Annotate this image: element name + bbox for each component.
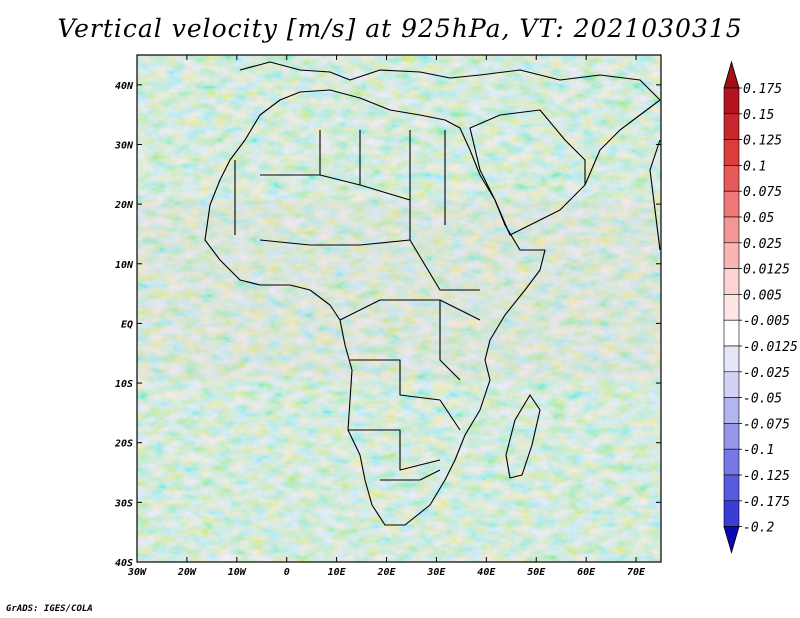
x-tick-label: 20E: [376, 567, 396, 578]
y-tick-label: 40S: [115, 558, 133, 569]
y-tick-label: EQ: [121, 319, 133, 330]
colorbar-label: -0.2: [743, 521, 774, 536]
y-tick-label: 30S: [114, 498, 133, 509]
y-tick-label: 20S: [114, 439, 133, 450]
colorbar-label: 0.075: [743, 185, 782, 200]
colorbar-segment: [723, 190, 740, 218]
colorbar-label: -0.125: [743, 469, 790, 484]
africa-coastline: [204, 89, 546, 526]
x-tick-label: 30E: [426, 567, 446, 578]
colorbar-label: 0.05: [743, 211, 774, 226]
coastlines-and-borders: [204, 61, 661, 526]
colorbar-segment: [723, 294, 740, 321]
colorbar-label: 0.15: [743, 108, 774, 123]
colorbar-segment: [723, 500, 740, 527]
colorbar: 0.175 0.15 0.125 0.1 0.075 0.05 0.025 0.0125 0.0…: [723, 60, 798, 555]
x-tick-label: 20W: [177, 567, 197, 578]
longitude-axis: 30W 20W 10W 0 10E 20E 30E 40E 50E 60E 70E: [127, 55, 646, 578]
colorbar-segment: [723, 113, 740, 140]
grads-credit: GrADS: IGES/COLA: [6, 604, 93, 614]
colorbar-segment: [723, 345, 740, 373]
colorbar-segment: [723, 397, 740, 424]
colorbar-segment: [723, 423, 740, 450]
x-tick-label: 50E: [527, 567, 546, 578]
colorbar-label: -0.1: [743, 443, 774, 458]
colorbar-segment: [723, 165, 740, 192]
x-tick-label: 10W: [228, 567, 247, 578]
colorbar-label: 0.0125: [743, 263, 790, 278]
y-tick-label: 20N: [114, 200, 134, 211]
colorbar-label: 0.1: [743, 159, 766, 174]
colorbar-segment: [723, 319, 740, 347]
x-tick-label: 10E: [328, 567, 347, 578]
colorbar-segment: [723, 268, 740, 295]
y-tick-label: 10N: [115, 260, 134, 271]
colorbar-label: -0.025: [743, 366, 790, 381]
y-tick-label: 40N: [115, 81, 134, 92]
x-tick-label: 30W: [127, 567, 147, 578]
colorbar-label: 0.125: [743, 134, 782, 149]
europe-coastline: [239, 61, 661, 101]
colorbar-segment: [723, 448, 740, 476]
x-tick-label: 0: [284, 567, 290, 578]
colorbar-segment: [723, 371, 740, 398]
colorbar-label: -0.005: [743, 314, 790, 329]
x-tick-label: 70E: [627, 567, 646, 578]
map-frame: [136, 54, 662, 563]
colorbar-label: 0.005: [743, 288, 782, 303]
colorbar-label: 0.025: [743, 237, 782, 252]
x-tick-label: 40E: [477, 567, 496, 578]
colorbar-segment: [723, 474, 740, 502]
latitude-axis: 40N 30N 20N 10N EQ 10S 20S 30S 40S: [114, 81, 661, 569]
colorbar-top-arrow: [723, 60, 740, 89]
colorbar-segment: [723, 242, 740, 269]
colorbar-label: -0.05: [743, 392, 782, 407]
colorbar-segment: [723, 87, 740, 115]
arabia-coastline: [469, 109, 586, 236]
colorbar-label: 0.175: [743, 82, 782, 97]
vertical-velocity-field: [137, 55, 661, 562]
colorbar-segment: [723, 216, 740, 244]
colorbar-label: -0.075: [743, 417, 790, 432]
colorbar-bottom-arrow: [723, 526, 740, 555]
y-tick-label: 30N: [114, 140, 134, 151]
map-title: Vertical velocity [m/s] at 925hPa, VT: 2…: [57, 14, 743, 43]
madagascar-coastline: [505, 394, 541, 479]
colorbar-segment: [723, 139, 740, 166]
colorbar-label: -0.175: [743, 495, 790, 510]
colorbar-label: -0.0125: [743, 340, 798, 355]
y-tick-label: 10S: [115, 379, 133, 390]
x-tick-label: 60E: [577, 567, 596, 578]
